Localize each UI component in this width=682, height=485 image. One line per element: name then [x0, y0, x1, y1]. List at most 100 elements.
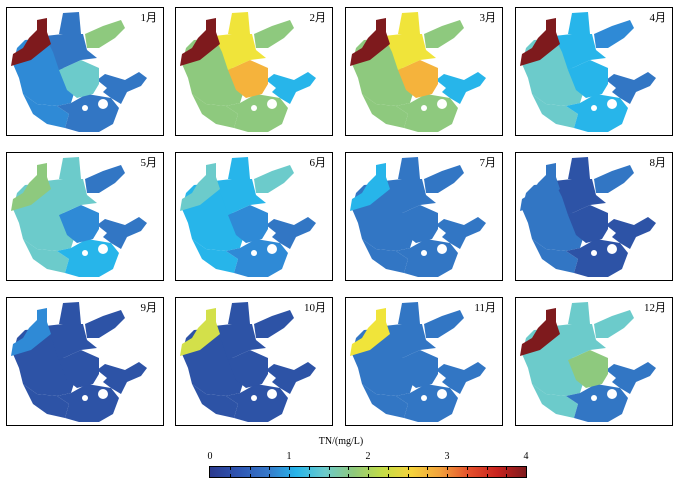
lake-region-e: [436, 217, 486, 249]
lake-region-nw: [520, 163, 560, 211]
island-cutout: [591, 105, 597, 111]
colorbar-tick-mark: [269, 474, 271, 477]
lake-region-ne: [85, 310, 125, 338]
colorbar-tick-mark: [348, 474, 350, 477]
lake-region-c: [59, 350, 99, 388]
lake-region-sw: [532, 94, 578, 128]
lake-region-n: [398, 302, 420, 324]
lake-region-c: [59, 205, 99, 243]
lake-region-nc: [45, 179, 97, 215]
lake-region-e: [97, 72, 147, 104]
month-label: 9月: [140, 302, 158, 314]
lake-region-n: [398, 157, 420, 179]
lake-region-c: [568, 60, 608, 98]
colorbar-tick-mark: [348, 467, 350, 470]
colorbar-tick-mark: [308, 474, 310, 477]
island-cutout: [292, 394, 300, 402]
island-cutout: [267, 244, 277, 254]
lake-region-ne: [594, 165, 634, 193]
lake-region-n: [59, 157, 81, 179]
lake-region-e: [266, 217, 316, 249]
island-cutout: [98, 99, 108, 109]
lake-region-e: [606, 72, 656, 104]
month-label: 1月: [140, 12, 158, 24]
lake-region-c: [568, 350, 608, 388]
island-cutout: [462, 104, 470, 112]
island-cutout: [437, 244, 447, 254]
island-cutout: [462, 394, 470, 402]
lake-map: [350, 12, 486, 132]
lake-region-ne: [85, 165, 125, 193]
lake-region-nc: [384, 34, 436, 70]
lake-region-e: [436, 362, 486, 394]
colorbar-tick-mark: [486, 474, 488, 477]
lake-map: [180, 157, 316, 277]
month-map-panel: 6月: [175, 152, 333, 281]
lake-region-sw: [362, 384, 408, 418]
lake-region-nc: [384, 179, 436, 215]
lake-region-c: [398, 60, 438, 98]
lake-region-nc: [45, 34, 97, 70]
colorbar-tick-mark: [466, 474, 468, 477]
colorbar-tick-mark: [289, 474, 290, 477]
lake-region-ne: [424, 20, 464, 48]
lake-region-sw: [532, 239, 578, 273]
lake-region-n: [228, 157, 250, 179]
lake-region-nc: [214, 34, 266, 70]
lake-region-sw: [23, 239, 69, 273]
island-cutout: [607, 99, 617, 109]
colorbar-tick-mark: [249, 474, 251, 477]
island-cutout: [632, 394, 640, 402]
colorbar-tick-mark: [387, 474, 389, 477]
island-cutout: [82, 105, 88, 111]
month-label: 12月: [644, 302, 666, 314]
month-map-panel: 7月: [345, 152, 503, 281]
lake-region-nw: [180, 18, 220, 66]
month-label: 2月: [309, 12, 327, 24]
lake-map: [180, 302, 316, 422]
lake-map: [350, 302, 486, 422]
month-map-panel: 11月: [345, 297, 503, 426]
lake-region-ne: [424, 165, 464, 193]
island-cutout: [251, 105, 257, 111]
lake-region-ne: [85, 20, 125, 48]
colorbar-tick-mark: [506, 474, 508, 477]
lake-region-sw: [362, 239, 408, 273]
colorbar-title: TN/(mg/L): [318, 436, 364, 447]
lake-region-ne: [424, 310, 464, 338]
lake-region-sw: [192, 239, 238, 273]
lake-map: [11, 157, 147, 277]
lake-region-nw: [180, 163, 220, 211]
island-cutout: [292, 104, 300, 112]
colorbar-tick-mark: [407, 467, 409, 470]
lake-map: [11, 12, 147, 132]
island-cutout: [267, 389, 277, 399]
island-cutout: [591, 250, 597, 256]
month-map-panel: 12月: [515, 297, 673, 426]
lake-region-nw: [350, 308, 390, 356]
month-label: 11月: [474, 302, 496, 314]
lake-region-c: [228, 350, 268, 388]
colorbar-tick-label-4: 4: [523, 451, 529, 462]
lake-region-nc: [214, 179, 266, 215]
lake-region-n: [228, 302, 250, 324]
lake-region-n: [568, 12, 590, 34]
island-cutout: [632, 104, 640, 112]
lake-region-sw: [192, 384, 238, 418]
lake-region-n: [228, 12, 250, 34]
lake-region-c: [228, 60, 268, 98]
lake-region-n: [568, 157, 590, 179]
colorbar-tick-mark: [447, 474, 448, 477]
island-cutout: [607, 244, 617, 254]
lake-region-c: [398, 205, 438, 243]
island-cutout: [123, 249, 131, 257]
month-label: 6月: [309, 157, 327, 169]
colorbar-tick-mark: [328, 474, 330, 477]
lake-region-e: [266, 72, 316, 104]
colorbar-tick-mark: [289, 467, 290, 470]
colorbar-tick-mark: [368, 467, 369, 470]
lake-map: [520, 302, 656, 422]
colorbar-tick-mark: [308, 467, 310, 470]
island-cutout: [267, 99, 277, 109]
lake-region-nw: [520, 18, 560, 66]
